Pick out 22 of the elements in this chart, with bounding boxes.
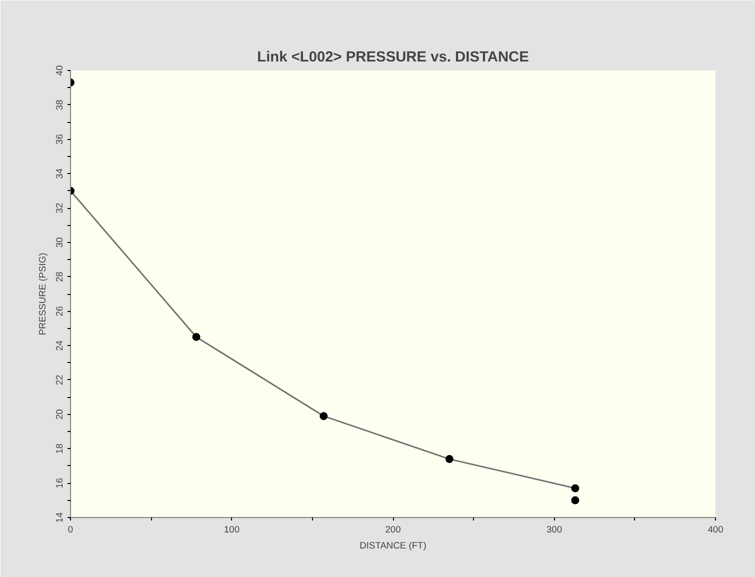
x-tick-label: 100 xyxy=(224,524,240,534)
y-tick-label: 32 xyxy=(54,202,64,214)
y-tick-label: 16 xyxy=(54,478,64,488)
y-tick-label: 20 xyxy=(54,409,64,420)
y-tick-label: 24 xyxy=(54,340,64,351)
y-tick-label: 18 xyxy=(54,444,64,454)
y-tick-label: 26 xyxy=(54,306,64,316)
chart-title: Link <L002> PRESSURE vs. DISTANCE xyxy=(257,50,530,66)
y-tick-label: 36 xyxy=(54,134,64,144)
y-tick-label: 28 xyxy=(54,272,64,282)
y-tick-label: 30 xyxy=(54,237,64,248)
y-tick-label: 38 xyxy=(54,100,64,110)
y-axis-title: PRESSURE (PSIG) xyxy=(38,252,48,336)
x-tick-label: 400 xyxy=(708,524,724,534)
y-tick-label: 14 xyxy=(54,512,64,523)
y-tick-label: 40 xyxy=(54,65,64,76)
x-tick-label: 300 xyxy=(546,524,562,534)
x-tick-label: 200 xyxy=(385,524,401,534)
x-axis-title: DISTANCE (FT) xyxy=(360,540,426,550)
y-tick-label: 22 xyxy=(54,374,64,386)
x-tick-label: 0 xyxy=(68,524,74,534)
y-tick-label: 34 xyxy=(54,168,64,179)
